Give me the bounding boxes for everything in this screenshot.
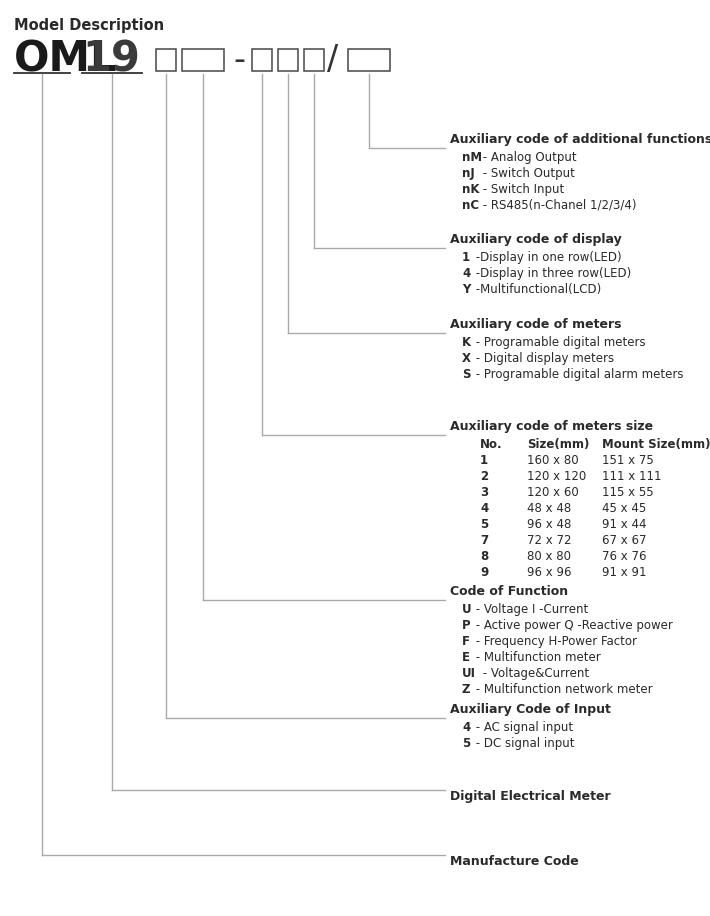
Text: 19: 19 bbox=[82, 39, 140, 81]
Text: - Digital display meters: - Digital display meters bbox=[471, 352, 613, 365]
Text: - AC signal input: - AC signal input bbox=[471, 721, 573, 734]
Text: 2: 2 bbox=[480, 470, 488, 483]
Text: 5: 5 bbox=[462, 737, 470, 750]
Text: -Multifunctional(LCD): -Multifunctional(LCD) bbox=[471, 283, 601, 296]
Text: 67 x 67: 67 x 67 bbox=[602, 534, 647, 547]
Text: 4: 4 bbox=[462, 721, 470, 734]
Text: 96 x 48: 96 x 48 bbox=[527, 518, 572, 531]
Text: 5: 5 bbox=[480, 518, 488, 531]
Text: 80 x 80: 80 x 80 bbox=[527, 550, 571, 563]
Text: - Switch Input: - Switch Input bbox=[479, 183, 564, 196]
Text: 3: 3 bbox=[480, 486, 488, 499]
Text: nK: nK bbox=[462, 183, 479, 196]
Text: OML: OML bbox=[14, 39, 118, 81]
Text: /: / bbox=[327, 43, 339, 77]
Text: - Voltage I -Current: - Voltage I -Current bbox=[471, 603, 588, 616]
Text: - Switch Output: - Switch Output bbox=[479, 167, 575, 180]
Text: -: - bbox=[233, 43, 245, 77]
Text: Mount Size(mm): Mount Size(mm) bbox=[602, 438, 710, 451]
Text: 4: 4 bbox=[462, 267, 470, 280]
Text: Z: Z bbox=[462, 683, 471, 696]
Text: 115 x 55: 115 x 55 bbox=[602, 486, 654, 499]
Text: - Active power Q -Reactive power: - Active power Q -Reactive power bbox=[471, 619, 672, 632]
Text: P: P bbox=[462, 619, 471, 632]
Text: nC: nC bbox=[462, 199, 479, 212]
Text: 160 x 80: 160 x 80 bbox=[527, 454, 579, 467]
Text: - Multifunction network meter: - Multifunction network meter bbox=[471, 683, 652, 696]
Bar bbox=[182, 49, 224, 71]
Bar bbox=[278, 49, 298, 71]
Text: S: S bbox=[462, 368, 471, 381]
Text: - Analog Output: - Analog Output bbox=[479, 151, 577, 164]
Text: - DC signal input: - DC signal input bbox=[471, 737, 574, 750]
Text: Auxiliary code of display: Auxiliary code of display bbox=[450, 233, 622, 246]
Text: 76 x 76: 76 x 76 bbox=[602, 550, 647, 563]
Text: 120 x 120: 120 x 120 bbox=[527, 470, 586, 483]
Text: Manufacture Code: Manufacture Code bbox=[450, 855, 579, 868]
Text: -Display in one row(LED): -Display in one row(LED) bbox=[471, 251, 621, 264]
Text: - Frequency H-Power Factor: - Frequency H-Power Factor bbox=[471, 635, 636, 648]
Text: Auxiliary code of meters size: Auxiliary code of meters size bbox=[450, 420, 653, 433]
Text: 91 x 91: 91 x 91 bbox=[602, 566, 647, 579]
Text: Code of Function: Code of Function bbox=[450, 585, 568, 598]
Text: nM: nM bbox=[462, 151, 482, 164]
Text: 111 x 111: 111 x 111 bbox=[602, 470, 662, 483]
Text: - RS485(n-Chanel 1/2/3/4): - RS485(n-Chanel 1/2/3/4) bbox=[479, 199, 636, 212]
Text: 45 x 45: 45 x 45 bbox=[602, 502, 646, 515]
Text: 8: 8 bbox=[480, 550, 488, 563]
Text: Auxiliary code of additional functions: Auxiliary code of additional functions bbox=[450, 133, 710, 146]
Text: Size(mm): Size(mm) bbox=[527, 438, 589, 451]
Text: Y: Y bbox=[462, 283, 471, 296]
Text: 120 x 60: 120 x 60 bbox=[527, 486, 579, 499]
Text: K: K bbox=[462, 336, 471, 349]
Text: 7: 7 bbox=[480, 534, 488, 547]
Text: 9: 9 bbox=[480, 566, 488, 579]
Text: E: E bbox=[462, 651, 470, 664]
Text: Model Description: Model Description bbox=[14, 18, 164, 33]
Text: - Programable digital alarm meters: - Programable digital alarm meters bbox=[471, 368, 683, 381]
Text: Auxiliary code of meters: Auxiliary code of meters bbox=[450, 318, 621, 331]
Text: 1: 1 bbox=[480, 454, 488, 467]
Text: UI: UI bbox=[462, 667, 476, 680]
Bar bbox=[252, 49, 272, 71]
Text: - Multifunction meter: - Multifunction meter bbox=[471, 651, 600, 664]
Text: 151 x 75: 151 x 75 bbox=[602, 454, 654, 467]
Text: - Programable digital meters: - Programable digital meters bbox=[471, 336, 645, 349]
Text: 96 x 96: 96 x 96 bbox=[527, 566, 572, 579]
Text: U: U bbox=[462, 603, 471, 616]
Text: 72 x 72: 72 x 72 bbox=[527, 534, 572, 547]
Text: nJ: nJ bbox=[462, 167, 475, 180]
Text: 1: 1 bbox=[462, 251, 470, 264]
Text: X: X bbox=[462, 352, 471, 365]
Text: 91 x 44: 91 x 44 bbox=[602, 518, 647, 531]
Text: No.: No. bbox=[480, 438, 503, 451]
Text: - Voltage&Current: - Voltage&Current bbox=[479, 667, 589, 680]
Text: F: F bbox=[462, 635, 470, 648]
Bar bbox=[304, 49, 324, 71]
Text: 48 x 48: 48 x 48 bbox=[527, 502, 572, 515]
Text: -Display in three row(LED): -Display in three row(LED) bbox=[471, 267, 630, 280]
Text: 4: 4 bbox=[480, 502, 488, 515]
Bar bbox=[156, 49, 176, 71]
Text: Auxiliary Code of Input: Auxiliary Code of Input bbox=[450, 703, 611, 716]
Bar bbox=[348, 49, 390, 71]
Text: Digital Electrical Meter: Digital Electrical Meter bbox=[450, 790, 611, 803]
